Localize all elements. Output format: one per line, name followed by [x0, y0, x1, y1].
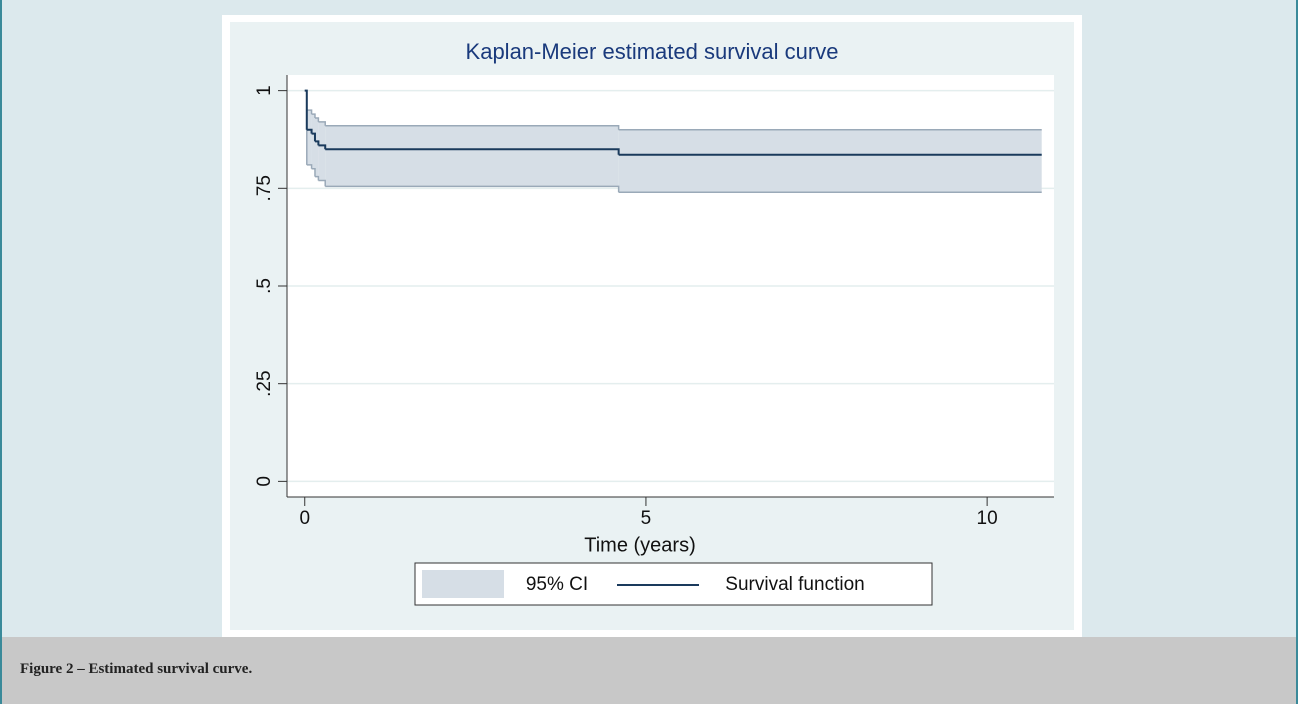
caption: Figure 2 – Estimated survival curve.	[20, 661, 253, 677]
chart-title: Kaplan-Meier estimated survival curve	[466, 39, 839, 64]
y-tick-label: .75	[254, 175, 275, 201]
legend-label: 95% CI	[526, 574, 588, 595]
ci-lower	[325, 185, 620, 193]
ci-upper	[318, 121, 326, 126]
survival-line	[306, 128, 313, 134]
y-tick-label: .5	[254, 278, 275, 294]
survival-line	[318, 144, 327, 150]
survival-line	[325, 148, 620, 155]
ci-band	[318, 121, 326, 181]
survival-line	[314, 140, 320, 146]
y-tick-label: 0	[254, 476, 275, 487]
ci-upper	[314, 117, 320, 122]
caption-bar: Figure 2 – Estimated survival curve.	[2, 637, 1296, 704]
ci-band	[618, 129, 1042, 193]
ci-upper	[325, 125, 620, 130]
legend-swatch	[422, 570, 504, 598]
y-tick-label: 1	[254, 85, 275, 96]
ci-band	[306, 110, 312, 165]
ci-band	[311, 114, 315, 169]
ci-band	[325, 125, 619, 187]
ci-band	[314, 117, 319, 177]
x-tick-label: 10	[977, 508, 998, 529]
x-tick-label: 0	[299, 508, 310, 529]
ci-upper	[311, 113, 316, 118]
survival-line	[304, 89, 308, 130]
x-tick-label: 5	[641, 508, 652, 529]
x-axis-label: Time (years)	[584, 534, 695, 556]
ci-lower	[306, 164, 313, 169]
legend-label: Survival function	[725, 574, 864, 595]
survival-line	[311, 132, 316, 142]
ci-lower	[314, 175, 320, 181]
ci-lower	[318, 179, 326, 187]
ci-lower	[311, 168, 316, 177]
ci-upper	[306, 109, 313, 115]
y-tick-label: .25	[254, 370, 275, 396]
